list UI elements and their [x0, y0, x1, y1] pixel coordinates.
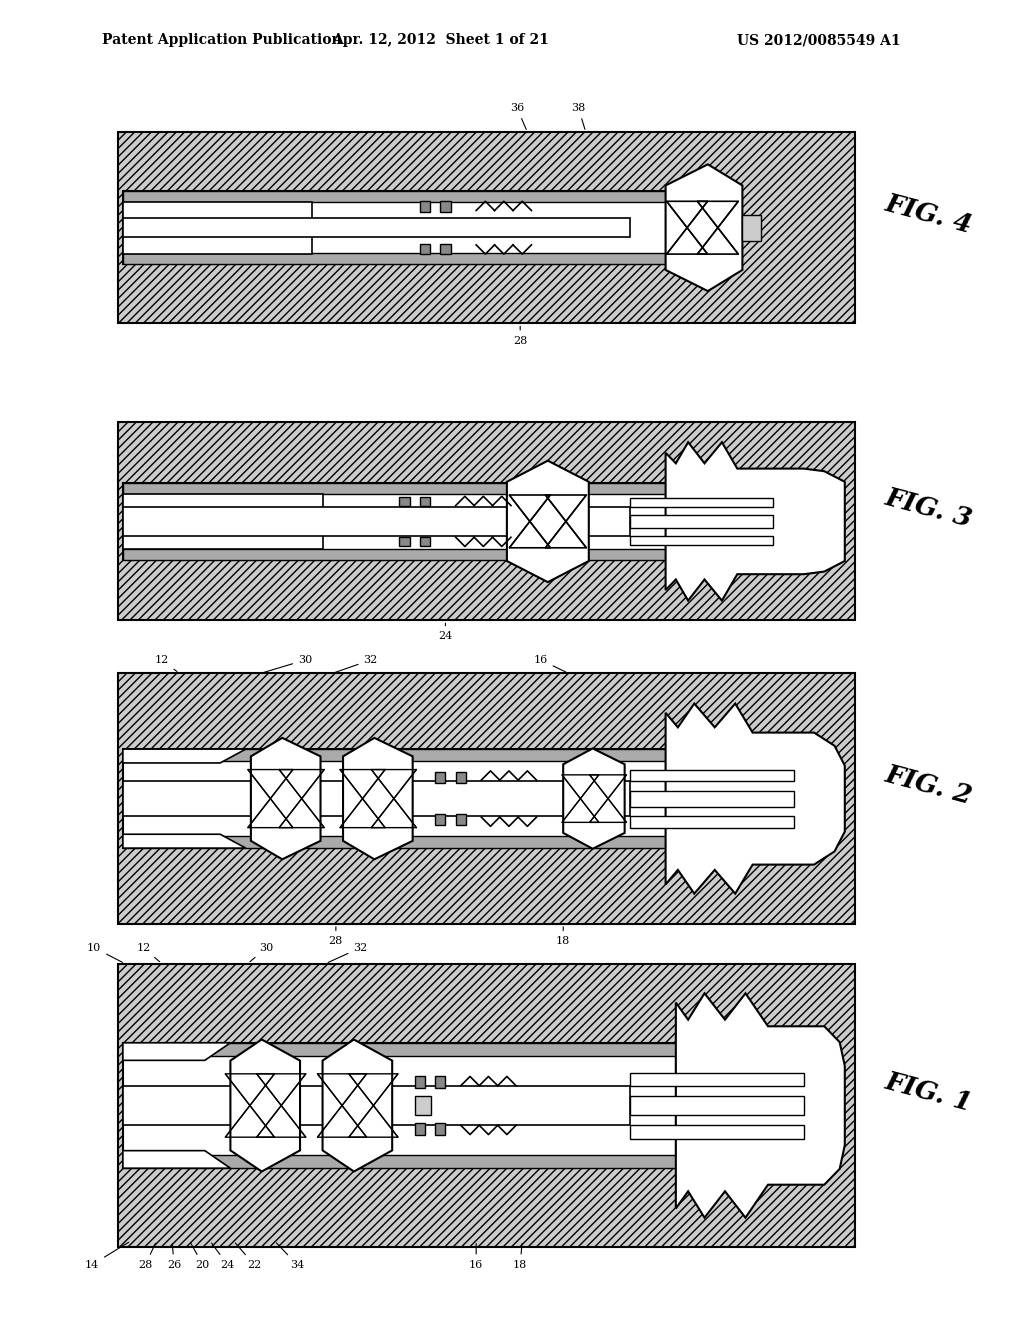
Text: FIG. 2: FIG. 2 — [883, 762, 976, 809]
Polygon shape — [563, 748, 625, 849]
Polygon shape — [343, 738, 413, 859]
Bar — [123, 483, 666, 560]
Bar — [440, 243, 451, 253]
Bar — [415, 1076, 425, 1088]
Bar — [435, 1076, 445, 1088]
Bar — [123, 202, 312, 253]
Text: 26: 26 — [167, 1243, 181, 1270]
Text: 12: 12 — [155, 655, 177, 672]
Bar — [415, 1123, 425, 1135]
Bar — [630, 1125, 804, 1138]
Bar — [123, 191, 666, 264]
Polygon shape — [230, 1040, 300, 1172]
Text: 24: 24 — [438, 623, 453, 642]
Bar — [123, 191, 666, 202]
Text: 18: 18 — [556, 927, 570, 946]
Text: Apr. 12, 2012  Sheet 1 of 21: Apr. 12, 2012 Sheet 1 of 21 — [332, 33, 549, 48]
Bar — [420, 201, 430, 211]
Polygon shape — [123, 1151, 230, 1168]
Text: 36: 36 — [510, 103, 526, 129]
Bar — [123, 750, 666, 760]
Text: 18: 18 — [513, 1243, 527, 1270]
Text: 12: 12 — [136, 942, 160, 962]
Text: 14: 14 — [85, 1242, 129, 1270]
Bar — [630, 816, 794, 828]
Bar — [123, 750, 666, 847]
Text: Patent Application Publication: Patent Application Publication — [102, 33, 342, 48]
Text: 30: 30 — [264, 655, 312, 672]
Bar — [415, 1096, 431, 1114]
Polygon shape — [676, 993, 845, 1217]
Bar — [123, 837, 666, 847]
Bar — [630, 770, 794, 781]
Text: 10: 10 — [87, 942, 123, 962]
Polygon shape — [666, 442, 845, 601]
Bar — [456, 814, 466, 825]
Polygon shape — [123, 834, 246, 847]
Text: 28: 28 — [138, 1243, 156, 1270]
Text: FIG. 4: FIG. 4 — [883, 191, 976, 238]
Bar — [420, 243, 430, 253]
Text: 28: 28 — [513, 326, 527, 346]
Bar — [123, 1043, 676, 1056]
Bar — [440, 201, 451, 211]
Bar — [399, 536, 410, 546]
Text: 32: 32 — [328, 942, 368, 962]
Bar — [118, 132, 855, 323]
Text: 24: 24 — [212, 1243, 234, 1270]
Polygon shape — [507, 461, 589, 582]
Bar — [123, 1085, 630, 1125]
Bar — [399, 496, 410, 506]
Text: 22: 22 — [236, 1243, 261, 1270]
Bar — [630, 791, 794, 807]
Text: FIG. 3: FIG. 3 — [883, 484, 976, 532]
Bar — [118, 422, 855, 620]
Text: 20: 20 — [190, 1243, 210, 1270]
Bar — [123, 1155, 676, 1168]
Polygon shape — [251, 738, 321, 859]
Bar — [123, 507, 630, 536]
Bar — [420, 536, 430, 546]
Bar — [123, 494, 323, 549]
Bar — [118, 964, 855, 1247]
Bar — [456, 772, 466, 783]
Polygon shape — [323, 1040, 392, 1172]
Bar — [630, 1072, 804, 1085]
Text: 38: 38 — [571, 103, 586, 129]
Bar — [123, 781, 630, 816]
Text: 34: 34 — [276, 1243, 304, 1270]
Bar — [123, 549, 666, 560]
Bar — [435, 1123, 445, 1135]
Polygon shape — [666, 164, 742, 290]
Bar — [435, 814, 445, 825]
Bar — [742, 214, 761, 242]
Bar — [123, 1043, 676, 1168]
Polygon shape — [666, 704, 845, 894]
Bar — [123, 253, 666, 264]
Bar — [630, 536, 773, 545]
Text: 32: 32 — [336, 655, 378, 672]
Text: US 2012/0085549 A1: US 2012/0085549 A1 — [737, 33, 901, 48]
Polygon shape — [123, 1043, 230, 1060]
Bar — [123, 483, 666, 494]
Text: 16: 16 — [534, 655, 566, 672]
Bar — [118, 673, 855, 924]
Bar — [630, 1096, 804, 1114]
Polygon shape — [123, 750, 246, 763]
Bar — [123, 218, 630, 238]
Text: 16: 16 — [469, 1243, 483, 1270]
Bar — [630, 498, 773, 507]
Text: 30: 30 — [250, 942, 273, 962]
Bar — [630, 515, 773, 528]
Text: FIG. 1: FIG. 1 — [883, 1069, 976, 1115]
Bar — [420, 496, 430, 506]
Text: 28: 28 — [329, 927, 343, 946]
Bar — [435, 772, 445, 783]
